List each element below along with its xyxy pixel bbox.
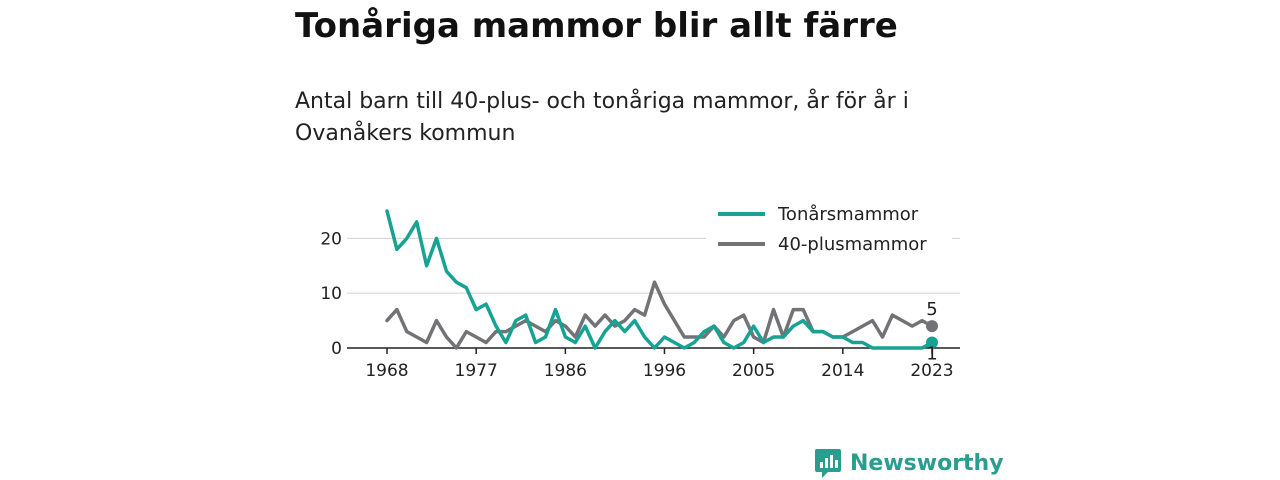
end-point-40-plusmammor xyxy=(926,320,938,333)
y-tick-label: 0 xyxy=(331,339,342,359)
chart-title: Tonåriga mammor blir allt färre xyxy=(295,6,898,46)
legend-label-40-plusmammor: 40-plusmammor xyxy=(778,234,927,255)
newsworthy-logo-icon xyxy=(815,449,841,478)
end-labels: 51 xyxy=(926,299,937,364)
y-tick-label: 10 xyxy=(320,284,342,304)
legend-label-tonarsmammor: Tonårsmammor xyxy=(777,204,919,225)
x-tick-label: 2005 xyxy=(732,361,775,381)
legend: Tonårsmammor 40-plusmammor xyxy=(706,196,952,264)
end-point-tonarsmammor xyxy=(926,336,938,349)
x-tick-label: 2023 xyxy=(910,361,953,381)
brand-name: Newsworthy xyxy=(850,450,1004,476)
chart-subtitle: Antal barn till 40-plus- och tonåriga ma… xyxy=(295,89,909,146)
series-line-tonarsmammor xyxy=(385,209,934,350)
axes: 0 10 20 1968 1977 1986 1996 2005 2014 2023 xyxy=(320,229,960,381)
x-tick-label: 1968 xyxy=(365,361,408,381)
end-label-tonarsmammor: 1 xyxy=(926,344,937,365)
x-tick-label: 2014 xyxy=(821,361,864,381)
legend-background xyxy=(706,196,952,264)
brand: Newsworthy xyxy=(814,446,1004,480)
x-tick-label: 1986 xyxy=(544,361,587,381)
end-label-40-plusmammor: 5 xyxy=(926,299,937,320)
y-tick-label: 20 xyxy=(320,229,342,249)
series-lines xyxy=(385,209,938,350)
x-tick-label: 1996 xyxy=(643,361,686,381)
x-tick-label: 1977 xyxy=(455,361,498,381)
